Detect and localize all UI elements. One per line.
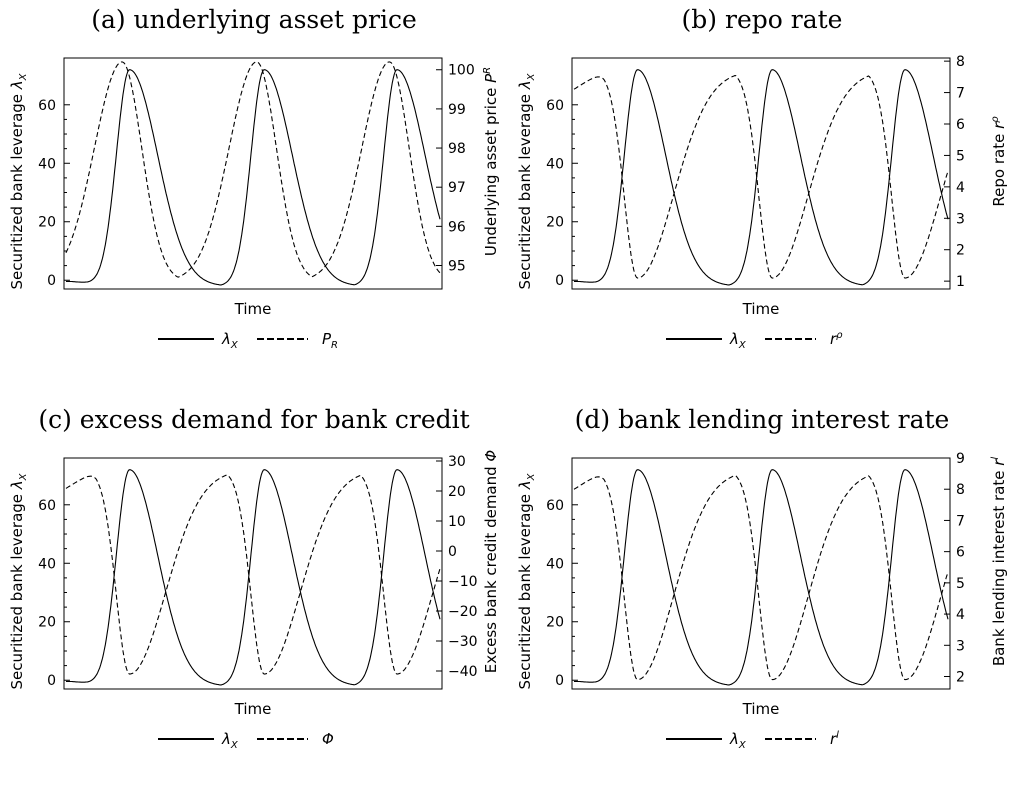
left-tick-label: 40 <box>546 556 564 572</box>
right-tick-label: 7 <box>956 86 965 102</box>
x-axis-label: Time <box>234 300 272 318</box>
left-tick-label: 0 <box>555 273 564 289</box>
series-line-lambda <box>574 469 949 686</box>
right-tick-label: 5 <box>956 576 965 592</box>
series-line-lambda <box>66 69 441 286</box>
series-line-lambda <box>66 469 441 686</box>
chart-title: (a) underlying asset price <box>91 5 417 34</box>
right-tick-label: 30 <box>448 454 466 470</box>
right-y-axis-label: Underlying asset price PR <box>482 67 500 256</box>
series-line-dashed <box>65 61 441 278</box>
chart-svg: (a) underlying asset price 0 20 40 60 95 96 97 9… <box>8 5 500 351</box>
chart-panel-a: (a) underlying asset price 0 20 40 60 95 96 97 9… <box>0 0 508 400</box>
chart-title: (b) repo rate <box>682 5 843 34</box>
chart-title: (d) bank lending interest rate <box>575 405 950 434</box>
chart-svg: (d) bank lending interest rate 0 20 40 60 2 3 4… <box>516 405 1008 751</box>
series-line-dashed <box>573 75 949 279</box>
legend: λX PR <box>158 330 338 351</box>
right-tick-label: 7 <box>956 513 965 529</box>
left-y-axis-label: Securitized bank leverage λX <box>516 72 537 289</box>
right-tick-label: −30 <box>448 634 478 650</box>
right-tick-label: 8 <box>956 54 965 70</box>
legend-label-solid: λX <box>221 330 239 351</box>
right-tick-label: 3 <box>956 211 965 227</box>
left-tick-label: 20 <box>38 615 56 631</box>
legend: λX rρ <box>666 330 843 351</box>
chart-svg: (b) repo rate 0 20 40 60 1 2 3 4 5 6 7 8 Time Securiti… <box>516 5 1008 351</box>
right-tick-label: 95 <box>448 259 466 275</box>
series-line-dashed <box>65 474 441 675</box>
chart-title: (c) excess demand for bank credit <box>38 405 469 434</box>
left-tick-label: 40 <box>38 156 56 172</box>
left-y-axis-label: Securitized bank leverage λX <box>516 472 537 689</box>
left-tick-label: 20 <box>546 215 564 231</box>
right-y-axis-label: Bank lending interest rate rl <box>990 457 1008 667</box>
left-tick-label: 0 <box>47 273 56 289</box>
left-y-axis-label: Securitized bank leverage λX <box>8 472 29 689</box>
right-tick-label: 96 <box>448 219 466 235</box>
right-tick-label: 97 <box>448 180 466 196</box>
left-tick-label: 0 <box>555 673 564 689</box>
left-tick-label: 40 <box>38 556 56 572</box>
right-tick-label: 6 <box>956 117 965 133</box>
right-tick-label: 6 <box>956 545 965 561</box>
right-tick-label: −10 <box>448 574 478 590</box>
right-tick-label: 98 <box>448 141 466 157</box>
legend-label-dashed: Φ <box>322 730 334 748</box>
right-tick-label: −20 <box>448 604 478 620</box>
right-tick-label: 3 <box>956 638 965 654</box>
x-axis-label: Time <box>742 700 780 718</box>
chart-panel-b: (b) repo rate 0 20 40 60 1 2 3 4 5 6 7 8 Time Securiti… <box>508 0 1016 400</box>
series-line-dashed <box>573 475 949 681</box>
plot-frame <box>63 57 443 290</box>
left-tick-label: 40 <box>546 156 564 172</box>
x-axis-label: Time <box>742 300 780 318</box>
legend: λX rl <box>666 730 839 751</box>
right-tick-label: 2 <box>956 243 965 259</box>
right-tick-label: 20 <box>448 484 466 500</box>
right-tick-label: 5 <box>956 148 965 164</box>
right-tick-label: 2 <box>956 670 965 686</box>
right-y-axis-label: Repo rate rρ <box>990 116 1008 207</box>
x-axis-label: Time <box>234 700 272 718</box>
series-line-lambda <box>574 69 949 286</box>
legend: λX Φ <box>158 730 334 751</box>
plot-frame <box>63 457 443 690</box>
right-tick-label: 9 <box>956 451 965 467</box>
right-tick-label: 0 <box>448 544 457 560</box>
right-y-axis-label: Excess bank credit demand Φ <box>482 450 500 674</box>
legend-label-dashed: rρ <box>830 330 843 348</box>
right-tick-label: 1 <box>956 274 965 290</box>
right-tick-label: −40 <box>448 664 478 680</box>
left-tick-label: 60 <box>38 498 56 514</box>
legend-label-dashed: rl <box>830 730 839 748</box>
left-tick-label: 60 <box>38 98 56 114</box>
right-tick-label: 4 <box>956 607 965 623</box>
legend-label-solid: λX <box>729 330 747 351</box>
legend-label-dashed: PR <box>322 330 338 351</box>
left-tick-label: 60 <box>546 498 564 514</box>
legend-label-solid: λX <box>729 730 747 751</box>
chart-svg: (c) excess demand for bank credit 0 20 40 60… <box>8 405 500 751</box>
right-tick-label: 100 <box>448 63 475 79</box>
left-tick-label: 0 <box>47 673 56 689</box>
plot-frame <box>571 457 951 690</box>
legend-label-solid: λX <box>221 730 239 751</box>
plot-frame <box>571 57 951 290</box>
right-tick-label: 8 <box>956 482 965 498</box>
right-tick-label: 4 <box>956 180 965 196</box>
left-y-axis-label: Securitized bank leverage λX <box>8 72 29 289</box>
right-tick-label: 10 <box>448 514 466 530</box>
left-tick-label: 60 <box>546 98 564 114</box>
right-tick-label: 99 <box>448 102 466 118</box>
chart-panel-c: (c) excess demand for bank credit 0 20 40 60… <box>0 400 508 800</box>
chart-panel-d: (d) bank lending interest rate 0 20 40 60 2 3 4… <box>508 400 1016 800</box>
left-tick-label: 20 <box>38 215 56 231</box>
left-tick-label: 20 <box>546 615 564 631</box>
